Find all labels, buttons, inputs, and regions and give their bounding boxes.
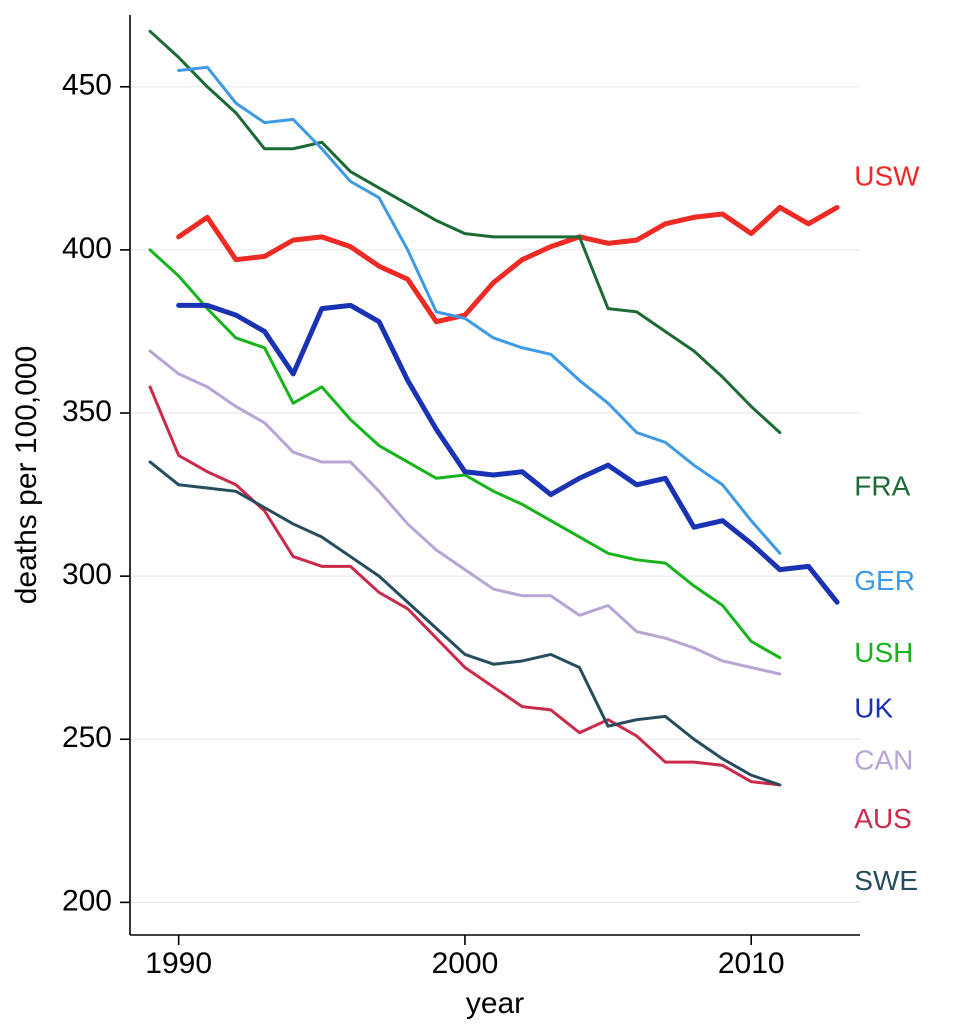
series-label-ger: GER: [854, 565, 915, 596]
y-axis-label: deaths per 100,000: [10, 346, 43, 605]
series-label-fra: FRA: [854, 470, 910, 501]
x-tick-label: 2010: [718, 947, 785, 980]
mortality-chart: 200 250 300 350 400 450 1990 2000 2010 year deaths…: [0, 0, 971, 1024]
y-tick-label: 250: [62, 721, 112, 754]
x-tick-label: 2000: [432, 947, 499, 980]
x-axis-label: year: [466, 987, 524, 1020]
series-label-ush: USH: [854, 637, 913, 668]
series-label-uk: UK: [854, 692, 893, 723]
series-label-swe: SWE: [854, 865, 918, 896]
series-label-can: CAN: [854, 744, 913, 775]
chart-svg: 200 250 300 350 400 450 1990 2000 2010 year deaths…: [0, 0, 971, 1024]
series-label-usw: USW: [854, 161, 920, 192]
y-tick-label: 400: [62, 232, 112, 265]
y-tick-label: 450: [62, 69, 112, 102]
x-tick-label: 1990: [145, 947, 212, 980]
chart-bg: [0, 0, 971, 1024]
y-tick-label: 200: [62, 884, 112, 917]
y-tick-label: 300: [62, 558, 112, 591]
series-label-aus: AUS: [854, 803, 912, 834]
y-tick-label: 350: [62, 395, 112, 428]
